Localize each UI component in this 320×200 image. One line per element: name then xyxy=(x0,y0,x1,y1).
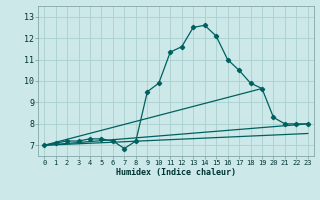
X-axis label: Humidex (Indice chaleur): Humidex (Indice chaleur) xyxy=(116,168,236,177)
